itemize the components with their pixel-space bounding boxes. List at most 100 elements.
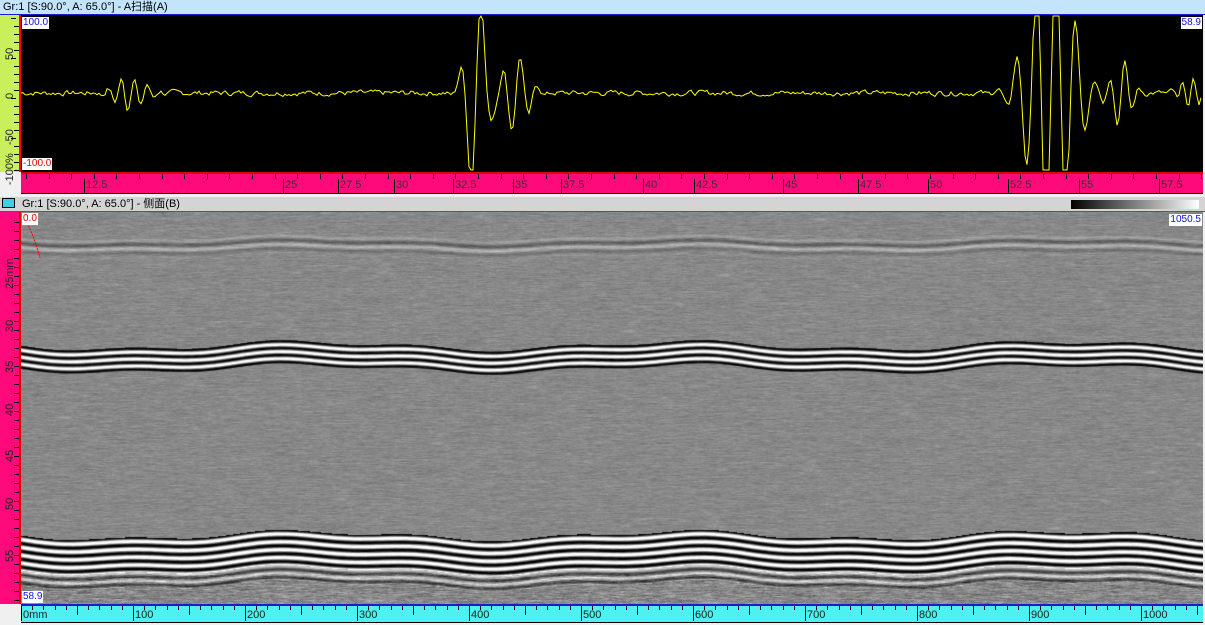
scan-tick [625,606,627,610]
depth-tick [14,240,19,241]
time-tick [658,174,660,179]
bscan-depth-axis[interactable]: 25mm 30 35 40 45 50 55 [0,212,21,604]
scan-tick [256,606,258,610]
scan-tick [424,606,426,610]
scan-tick [1062,606,1064,610]
grayscale-palette-bar[interactable] [1071,200,1199,209]
ascan-waveform [21,15,1202,171]
scan-tick [357,606,358,615]
time-tick [952,174,954,179]
time-tick-label: 27.5 [338,179,362,193]
time-tick [48,174,50,179]
scan-tick [928,606,930,610]
time-tick-label: 50 [928,179,943,193]
bscan-image[interactable]: 0.0 1050.5 58.9 [21,212,1203,604]
depth-tick [14,366,19,367]
time-tick-label: 35 [513,179,528,193]
time-tick-label: 47.5 [858,179,882,193]
time-tick-label: 37.5 [561,179,585,193]
scan-tick [233,606,235,610]
scan-tick [592,606,594,610]
depth-tick [14,420,19,421]
scan-tick-label: 1000 [1141,609,1168,621]
scan-tick [54,606,56,610]
ascan-plot[interactable]: 100.0 -100.0 58.9 [21,15,1203,172]
bscan-scan-axis[interactable]: 0mm 100 200 300 400 500 600 700 800 900 1000 [21,604,1203,623]
time-tick [26,174,27,179]
scan-tick [827,606,829,610]
monitor-icon[interactable] [2,198,15,208]
depth-tick [14,573,19,574]
scan-tick [760,606,762,610]
scan-tick [379,606,381,610]
scan-tick-label: 700 [805,609,826,621]
ascan-time-axis[interactable]: 12.5 25 27.5 30 32.5 35 37.5 40 42.5 45 47.5 50 52.5… [21,172,1203,194]
ascan-signal-line [21,15,1202,171]
depth-tick [14,312,19,313]
scan-tick [413,606,414,615]
time-tick [907,174,909,179]
depth-tick [14,591,19,592]
depth-tick [14,528,19,529]
scan-tick [670,606,672,610]
scan-end-label: 1050.5 [1169,214,1202,226]
time-tick [1088,174,1090,179]
amplitude-tick [14,34,19,35]
scan-tick-label: 400 [469,609,490,621]
scan-tick [77,606,78,615]
time-tick [884,174,886,179]
time-tick [523,174,525,179]
time-tick-label: 55 [1079,179,1094,193]
depth-tick [14,294,19,295]
scan-tick [536,606,538,610]
time-tick [568,174,570,179]
ascan-title: Gr:1 [S:90.0°, A: 65.0°] - A扫描(A) [3,1,168,13]
time-tick [252,174,253,179]
depth-tick [14,429,19,430]
scan-tick [894,606,896,610]
scan-tick [793,606,795,610]
time-tick-label: 12.5 [84,179,108,193]
depth-tick [14,492,19,493]
scan-tick [267,606,269,610]
depth-tick [14,537,19,538]
depth-tick [14,357,19,358]
depth-tick [14,258,19,259]
scan-tick [771,606,773,610]
ascan-title-bar[interactable]: Gr:1 [S:90.0°, A: 65.0°] - A扫描(A) [0,0,1205,15]
depth-tick [14,393,19,394]
scan-tick [905,606,907,610]
amplitude-tick [11,58,16,59]
scan-tick [558,606,560,610]
time-tick [1178,174,1180,179]
time-tick [545,174,547,179]
scan-tick [1040,606,1042,610]
scan-tick [491,606,493,610]
time-tick [1065,174,1067,179]
time-tick [274,174,276,179]
depth-tick [14,438,19,439]
scan-tick [345,606,347,610]
scan-tick-label: 600 [693,609,714,621]
time-tick [319,174,321,179]
time-tick [839,174,841,179]
depth-tick [14,384,19,385]
time-tick [161,174,163,179]
scan-tick-label: 900 [1029,609,1050,621]
time-tick [930,174,931,179]
scan-tick [1174,606,1176,610]
depth-tick [14,555,19,556]
ascan-amplitude-axis[interactable]: 50 0 -50 -100% [0,15,21,185]
time-tick [432,174,434,179]
bscan-title-bar[interactable]: Gr:1 [S:90.0°, A: 65.0°] - 侧面(B) [0,197,1205,212]
depth-tick [14,321,19,322]
amplitude-tick [11,98,16,99]
amplitude-tick [14,90,19,91]
scan-tick [603,606,605,610]
depth-tick [14,330,19,331]
depth-tick [14,411,19,412]
amplitude-tick [14,42,19,43]
depth-start-label: 0.0 [22,213,38,225]
scan-tick [312,606,314,610]
time-tick [1156,174,1157,179]
